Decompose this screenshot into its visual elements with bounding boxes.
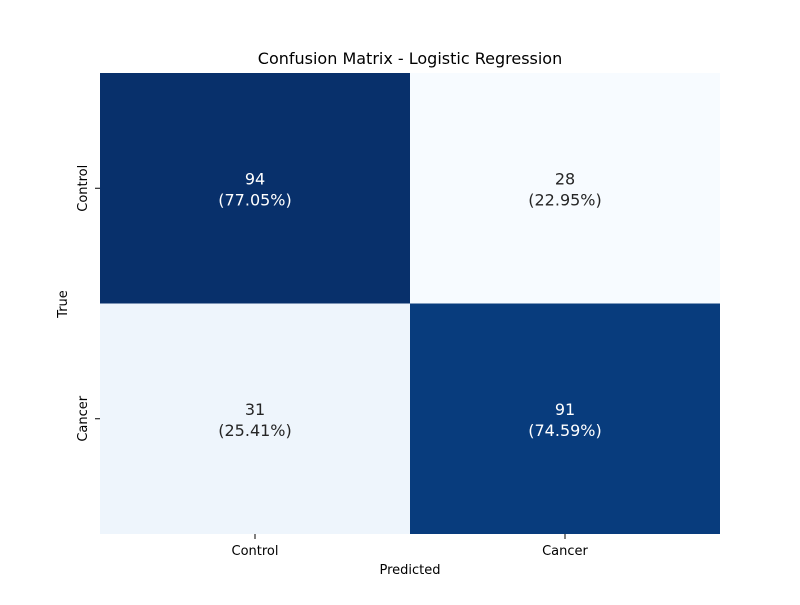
cell-percent-r1-c1: (74.59%) — [528, 421, 602, 440]
y-tick-label-0: Control — [76, 165, 91, 212]
heatmap-cell-r0-c1 — [410, 73, 720, 304]
heatmap-cells — [100, 73, 720, 534]
y-tick-label-1: Cancer — [76, 395, 91, 441]
x-axis-label: Predicted — [379, 563, 440, 578]
x-axis-ticks: Control Cancer — [232, 534, 589, 559]
heatmap-cell-r1-c1 — [410, 303, 720, 534]
heatmap-cell-r0-c0 — [100, 73, 410, 304]
cell-count-r0-c0: 94 — [245, 169, 265, 188]
x-tick-label-0: Control — [232, 544, 279, 559]
y-axis-ticks: Control Cancer — [76, 165, 100, 442]
x-tick-label-1: Cancer — [542, 544, 588, 559]
cell-count-r0-c1: 28 — [555, 169, 575, 188]
cell-annotations: 94 (77.05%) 28 (22.95%) 31 (25.41%) 91 (74.59%) — [218, 169, 602, 440]
y-axis-label: True — [56, 290, 71, 319]
cell-count-r1-c1: 91 — [555, 400, 575, 419]
chart-title: Confusion Matrix - Logistic Regression — [258, 49, 562, 68]
cell-count-r1-c0: 31 — [245, 400, 265, 419]
cell-percent-r0-c1: (22.95%) — [528, 190, 602, 209]
heatmap-cell-r1-c0 — [100, 303, 410, 534]
cell-percent-r0-c0: (77.05%) — [218, 190, 292, 209]
cell-percent-r1-c0: (25.41%) — [218, 421, 292, 440]
